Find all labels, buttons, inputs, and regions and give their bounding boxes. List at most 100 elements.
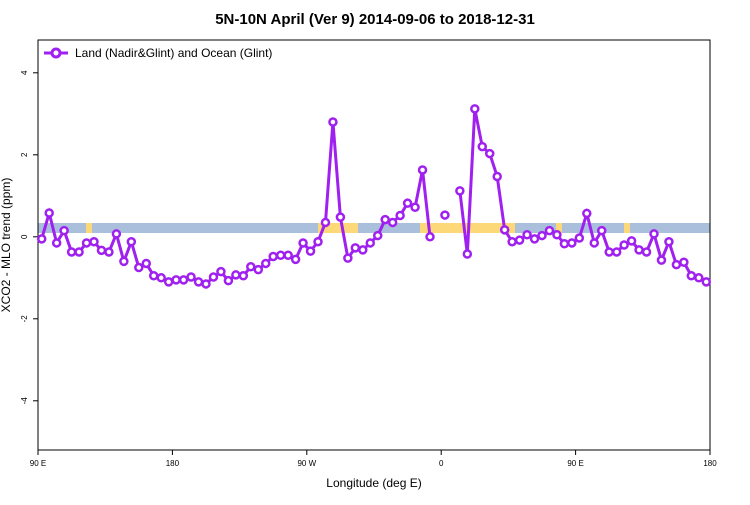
data-point <box>671 259 682 270</box>
data-point <box>260 258 271 269</box>
data-point <box>694 273 704 283</box>
y-tick-label: -2 <box>20 315 29 323</box>
band-land <box>318 223 358 233</box>
data-point <box>679 257 689 267</box>
data-point <box>365 238 376 248</box>
data-point <box>66 247 77 257</box>
data-point <box>178 275 189 285</box>
data-point <box>589 238 600 248</box>
data-point <box>440 210 450 220</box>
data-point <box>44 208 54 218</box>
x-tick-label: 90 E <box>30 459 46 468</box>
data-point <box>522 230 532 240</box>
data-point <box>552 230 562 240</box>
data-point <box>134 262 144 273</box>
data-point <box>701 277 712 287</box>
coverage-band <box>38 223 710 233</box>
data-point <box>328 117 338 127</box>
data-point <box>320 217 331 228</box>
plot-frame <box>37 39 711 451</box>
data-point <box>380 214 390 225</box>
data-point <box>283 250 293 260</box>
y-tick-label: -4 <box>20 397 29 405</box>
data-point <box>89 236 99 247</box>
data-point <box>231 270 241 280</box>
data-point <box>74 247 84 257</box>
data-point <box>119 256 129 267</box>
data-point <box>126 236 137 247</box>
data-point <box>462 249 473 259</box>
band-land <box>86 223 92 233</box>
data-point <box>641 247 652 257</box>
data-point <box>193 277 204 287</box>
data-point <box>626 236 637 246</box>
data-point <box>507 236 517 247</box>
data-point <box>559 239 570 249</box>
band-land <box>556 223 562 233</box>
data-point <box>574 233 585 243</box>
data-point <box>537 230 547 241</box>
data-point <box>372 230 383 241</box>
legend-label: Land (Nadir&Glint) and Ocean (Glint) <box>75 46 272 60</box>
data-point <box>223 275 234 286</box>
data-point <box>156 273 166 283</box>
data-point <box>604 247 614 257</box>
data-point <box>81 238 92 248</box>
data-point <box>350 243 361 253</box>
data-point <box>410 202 420 213</box>
data-point <box>425 232 435 242</box>
data-point <box>171 275 181 285</box>
data-point <box>492 171 502 182</box>
data-point <box>514 235 525 245</box>
data-point <box>51 238 62 248</box>
data-point <box>611 247 622 257</box>
data-point <box>246 261 256 272</box>
data-point <box>529 234 540 244</box>
data-point <box>59 225 69 236</box>
data-point <box>313 236 323 247</box>
data-point <box>305 246 316 256</box>
data-point <box>104 247 114 257</box>
data-point <box>417 165 428 175</box>
data-point <box>656 255 667 265</box>
data-point <box>634 245 644 255</box>
data-point <box>148 271 159 281</box>
data-point <box>402 198 413 208</box>
data-point <box>664 236 674 247</box>
data-point <box>582 208 592 219</box>
x-tick-label: 180 <box>703 459 717 468</box>
x-tick-label: 180 <box>166 459 180 468</box>
data-point <box>686 271 697 281</box>
x-axis-label: Longitude (deg E) <box>326 476 421 490</box>
data-point <box>499 225 510 235</box>
data-point <box>619 240 629 250</box>
band-land <box>624 223 630 233</box>
data-point <box>484 148 495 159</box>
data-point <box>208 272 219 282</box>
y-tick-label: 4 <box>20 70 29 75</box>
data-point <box>275 250 286 260</box>
y-tick-label: 0 <box>20 234 29 239</box>
data-point <box>186 272 196 282</box>
data-point <box>455 186 465 196</box>
x-tick-label: 90 E <box>567 459 583 468</box>
data-point <box>36 234 47 244</box>
y-axis-label: XCO2 - MLO trend (ppm) <box>0 178 13 313</box>
x-tick-label: 90 W <box>297 459 316 468</box>
data-point <box>298 238 308 248</box>
data-point <box>596 225 607 236</box>
data-point <box>141 258 152 269</box>
data-point <box>216 266 226 277</box>
data-point <box>649 229 659 239</box>
data-point <box>253 264 264 275</box>
data-point <box>201 279 211 289</box>
data-point <box>111 229 122 239</box>
chart-title: 5N-10N April (Ver 9) 2014-09-06 to 2018-… <box>215 11 535 28</box>
data-point <box>96 245 107 256</box>
data-point <box>290 254 301 265</box>
data-point <box>567 238 577 248</box>
data-point <box>335 212 346 222</box>
